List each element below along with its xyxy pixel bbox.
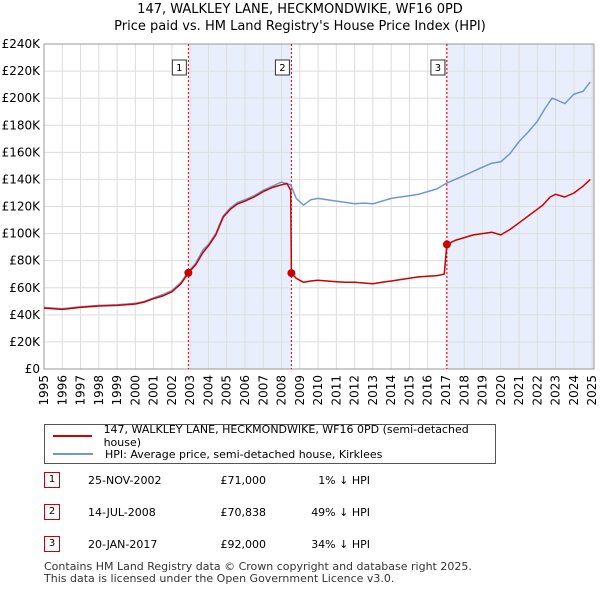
sale-number-badge: 2 [44,504,60,520]
y-tick-label: £240K [2,37,42,51]
x-tick-label: 2019 [476,375,490,406]
chart-title-line2: Price paid vs. HM Land Registry's House … [114,19,486,34]
x-tick-label: 2013 [366,375,380,406]
x-tick-label: 1995 [37,375,51,406]
x-tick-label: 2008 [275,375,289,406]
x-tick-label: 2003 [183,375,197,406]
x-tick-label: 2020 [494,375,508,406]
x-tick-label: 2002 [165,375,179,406]
sale-label-text: 2 [279,63,285,74]
y-tick-label: £160K [2,145,42,159]
property-series-line [43,178,591,311]
x-tick-label: 2007 [256,375,270,406]
y-tick-label: £180K [2,118,42,132]
x-tick-label: 2025 [585,375,599,406]
x-tick-label: 2016 [421,375,435,406]
x-tick-label: 2010 [311,375,325,406]
sale-hpi-diff: 34% ↓ HPI [311,538,370,551]
series-layer [43,81,591,311]
x-tick-label: 2023 [549,375,563,406]
x-tick-label: 2021 [512,375,526,406]
hpi-series-line [43,81,591,310]
sale-label-text: 1 [176,63,182,74]
footer: Contains HM Land Registry data © Crown c… [44,561,472,585]
x-tick-label: 2014 [384,375,398,406]
sale-row: 3 20-JAN-2017 £92,000 34% ↓ HPI [44,536,564,554]
x-tick-label: 1997 [74,375,88,406]
legend-label-property: 147, WALKLEY LANE, HECKMONDWIKE, WF16 0P… [103,423,469,449]
plot-frame [43,43,595,370]
y-tick-label: £100K [2,227,42,241]
y-tick-label: £0 [25,362,40,376]
x-tick-label: 2022 [530,375,544,406]
x-tick-label: 1999 [110,375,124,406]
sale-label-text: 3 [435,63,441,74]
sale-price: £70,838 [220,506,267,519]
sale-point [287,269,296,278]
y-tick-label: £120K [2,200,42,214]
x-tick-label: 2009 [293,375,307,406]
sale-date: 20-JAN-2017 [88,538,158,551]
sale-label-box [274,59,290,76]
x-tick-label: 2015 [402,375,416,406]
legend-swatch-property [53,435,92,437]
x-tick-label: 2017 [439,375,453,406]
x-tick-label: 2004 [201,375,215,406]
y-tick-label: £220K [2,64,42,78]
sale-point [442,240,451,249]
x-tick-label: 2018 [457,375,471,406]
x-tick-label: 2012 [348,375,362,406]
footer-copyright: Contains HM Land Registry data © Crown c… [44,560,472,573]
sale-label-box [171,59,187,76]
x-tick-label: 1998 [92,375,106,406]
x-tick-label: 2024 [567,375,581,406]
x-tick-label: 2006 [238,375,252,406]
chart-title-line1: 147, WALKLEY LANE, HECKMONDWIKE, WF16 0P… [137,2,463,17]
legend-label-hpi: HPI: Average price, semi-detached house,… [105,447,383,461]
y-tick-label: £80K [9,254,41,268]
sale-row: 1 25-NOV-2002 £71,000 1% ↓ HPI [44,472,564,490]
sale-marker-layer: 1 2 3 [171,59,451,278]
sale-price: £71,000 [220,474,267,487]
sale-price: £92,000 [220,538,267,551]
sale-date: 14-JUL-2008 [88,506,156,519]
sale-number-badge: 1 [44,472,60,488]
x-tick-label: 2005 [220,375,234,406]
sale-hpi-diff: 49% ↓ HPI [311,506,370,519]
footer-licence: This data is licensed under the Open Gov… [44,572,395,585]
sale-date: 25-NOV-2002 [88,474,162,487]
x-tick-label: 2000 [128,375,142,406]
legend-item-hpi: HPI: Average price, semi-detached house,… [53,446,382,462]
sale-point [184,268,193,277]
sale-hpi-diff: 1% ↓ HPI [318,474,370,487]
sale-row: 2 14-JUL-2008 £70,838 49% ↓ HPI [44,504,564,522]
y-tick-label: £20K [9,335,41,349]
axis-layer: £0 £20K £40K £60K £80K £100K £120K £140K £160K £1… [2,37,600,406]
x-tick-label: 1996 [55,375,69,406]
legend-swatch-hpi [53,453,93,455]
legend-item-property: 147, WALKLEY LANE, HECKMONDWIKE, WF16 0P… [53,423,495,449]
y-tick-label: £140K [2,172,42,186]
legend: 147, WALKLEY LANE, HECKMONDWIKE, WF16 0P… [44,423,496,464]
y-tick-label: £200K [2,91,42,105]
y-tick-label: £60K [9,281,41,295]
sale-number-badge: 3 [44,536,60,552]
x-tick-label: 2011 [329,375,343,406]
x-tick-label: 2001 [147,375,161,406]
sale-label-box [430,59,446,76]
y-tick-label: £40K [9,308,41,322]
